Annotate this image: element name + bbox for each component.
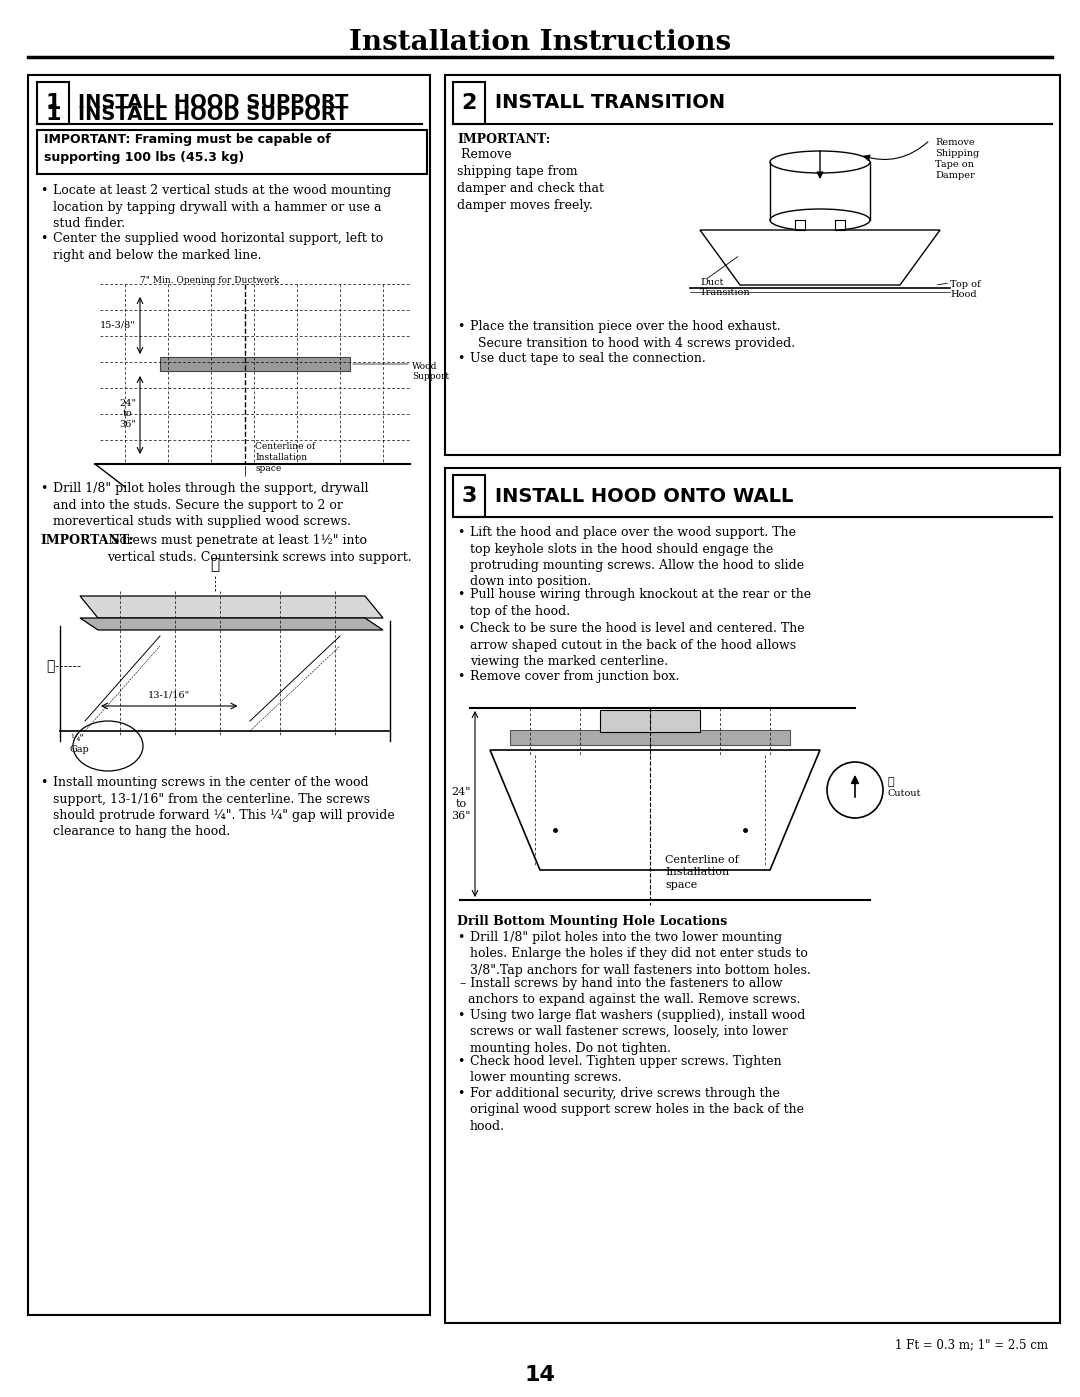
Text: •: • — [457, 1087, 464, 1099]
Polygon shape — [80, 597, 383, 617]
Text: Centerline of
Installation
space: Centerline of Installation space — [665, 855, 739, 890]
Text: INSTALL HOOD ONTO WALL: INSTALL HOOD ONTO WALL — [495, 486, 794, 506]
FancyBboxPatch shape — [600, 710, 700, 732]
Text: INSTALL HOOD SUPPORT: INSTALL HOOD SUPPORT — [78, 105, 349, 123]
Text: ℄: ℄ — [887, 777, 893, 787]
Text: Check to be sure the hood is level and centered. The
arrow shaped cutout in the : Check to be sure the hood is level and c… — [470, 622, 805, 668]
Text: 14: 14 — [525, 1365, 555, 1384]
Text: Locate at least 2 vertical studs at the wood mounting
location by tapping drywal: Locate at least 2 vertical studs at the … — [53, 184, 391, 231]
Text: |: | — [243, 467, 246, 476]
Text: Duct
Transition: Duct Transition — [700, 278, 751, 298]
Text: INSTALL HOOD SUPPORT: INSTALL HOOD SUPPORT — [78, 94, 349, 113]
Text: 1: 1 — [45, 103, 60, 124]
Text: Use duct tape to seal the connection.: Use duct tape to seal the connection. — [470, 352, 705, 365]
Text: •: • — [457, 1009, 464, 1023]
Text: Installation Instructions: Installation Instructions — [349, 28, 731, 56]
Text: 24"
to
36": 24" to 36" — [119, 400, 136, 429]
Text: Install mounting screws in the center of the wood
support, 13-1/16" from the cen: Install mounting screws in the center of… — [53, 775, 395, 838]
Text: •: • — [457, 352, 464, 365]
Ellipse shape — [770, 151, 870, 173]
Text: •: • — [457, 671, 464, 683]
Circle shape — [827, 761, 883, 819]
Text: Cutout: Cutout — [887, 789, 920, 799]
Text: For additional security, drive screws through the
original wood support screw ho: For additional security, drive screws th… — [470, 1087, 804, 1133]
FancyBboxPatch shape — [445, 468, 1059, 1323]
FancyBboxPatch shape — [28, 75, 430, 1315]
Text: Centerline of
Installation
space: Centerline of Installation space — [255, 441, 315, 474]
Text: •: • — [40, 184, 48, 197]
Text: IMPORTANT:: IMPORTANT: — [40, 534, 133, 548]
Text: IMPORTANT:: IMPORTANT: — [457, 133, 550, 147]
Text: – Install screws by hand into the fasteners to allow
  anchors to expand against: – Install screws by hand into the fasten… — [460, 977, 800, 1006]
FancyBboxPatch shape — [453, 82, 485, 124]
Text: Lift the hood and place over the wood support. The
top keyhole slots in the hood: Lift the hood and place over the wood su… — [470, 527, 805, 588]
Polygon shape — [490, 750, 820, 870]
Text: 24"
to
36": 24" to 36" — [451, 788, 471, 820]
Text: •: • — [457, 588, 464, 601]
Text: 15-3/8": 15-3/8" — [100, 321, 136, 330]
Ellipse shape — [770, 210, 870, 231]
Text: INSTALL TRANSITION: INSTALL TRANSITION — [495, 94, 725, 113]
Text: ℄: ℄ — [211, 557, 219, 571]
Text: Remove cover from junction box.: Remove cover from junction box. — [470, 671, 679, 683]
Text: •: • — [457, 622, 464, 636]
FancyBboxPatch shape — [37, 130, 427, 175]
Text: 13-1/16": 13-1/16" — [148, 692, 190, 700]
FancyBboxPatch shape — [445, 75, 1059, 455]
Text: ¼": ¼" — [70, 735, 84, 743]
Text: •: • — [457, 320, 464, 332]
Text: Remove
shipping tape from
damper and check that
damper moves freely.: Remove shipping tape from damper and che… — [457, 148, 604, 212]
Text: 1 Ft = 0.3 m; 1" = 2.5 cm: 1 Ft = 0.3 m; 1" = 2.5 cm — [895, 1338, 1048, 1351]
Text: Drill 1/8" pilot holes through the support, drywall
and into the studs. Secure t: Drill 1/8" pilot holes through the suppo… — [53, 482, 368, 528]
Text: •: • — [457, 930, 464, 944]
Polygon shape — [80, 617, 383, 630]
FancyBboxPatch shape — [510, 731, 789, 745]
Text: Drill Bottom Mounting Hole Locations: Drill Bottom Mounting Hole Locations — [457, 915, 727, 928]
Text: Gap: Gap — [70, 745, 90, 753]
Text: Using two large flat washers (supplied), install wood
screws or wall fastener sc: Using two large flat washers (supplied),… — [470, 1009, 806, 1055]
Polygon shape — [700, 231, 940, 285]
Text: Drill 1/8" pilot holes into the two lower mounting
holes. Enlarge the holes if t: Drill 1/8" pilot holes into the two lowe… — [470, 930, 811, 977]
Text: •: • — [40, 232, 48, 244]
Text: •: • — [457, 527, 464, 539]
Text: 3: 3 — [461, 486, 476, 506]
Ellipse shape — [73, 721, 143, 771]
Text: Center the supplied wood horizontal support, left to
right and below the marked : Center the supplied wood horizontal supp… — [53, 232, 383, 261]
Text: Wood
Support: Wood Support — [411, 362, 449, 381]
Text: 1: 1 — [45, 94, 60, 113]
Text: IMPORTANT: Framing must be capable of
supporting 100 lbs (45.3 kg): IMPORTANT: Framing must be capable of su… — [44, 133, 330, 163]
Text: ℄: ℄ — [45, 659, 54, 673]
FancyBboxPatch shape — [160, 358, 350, 372]
Text: Screws must penetrate at least 1½" into
vertical studs. Countersink screws into : Screws must penetrate at least 1½" into … — [107, 534, 411, 563]
Text: Top of
Hood: Top of Hood — [950, 279, 981, 299]
Text: 2: 2 — [461, 94, 476, 113]
Text: Pull house wiring through knockout at the rear or the
top of the hood.: Pull house wiring through knockout at th… — [470, 588, 811, 617]
Text: Remove
Shipping
Tape on
Damper: Remove Shipping Tape on Damper — [935, 138, 980, 180]
FancyBboxPatch shape — [37, 82, 69, 124]
Text: •: • — [40, 775, 48, 789]
Text: •: • — [457, 1055, 464, 1067]
FancyBboxPatch shape — [453, 475, 485, 517]
Text: •: • — [40, 482, 48, 495]
Text: 7" Min. Opening for Ductwork: 7" Min. Opening for Ductwork — [140, 277, 280, 285]
Text: Check hood level. Tighten upper screws. Tighten
lower mounting screws.: Check hood level. Tighten upper screws. … — [470, 1055, 782, 1084]
Text: Place the transition piece over the hood exhaust.
  Secure transition to hood wi: Place the transition piece over the hood… — [470, 320, 795, 349]
